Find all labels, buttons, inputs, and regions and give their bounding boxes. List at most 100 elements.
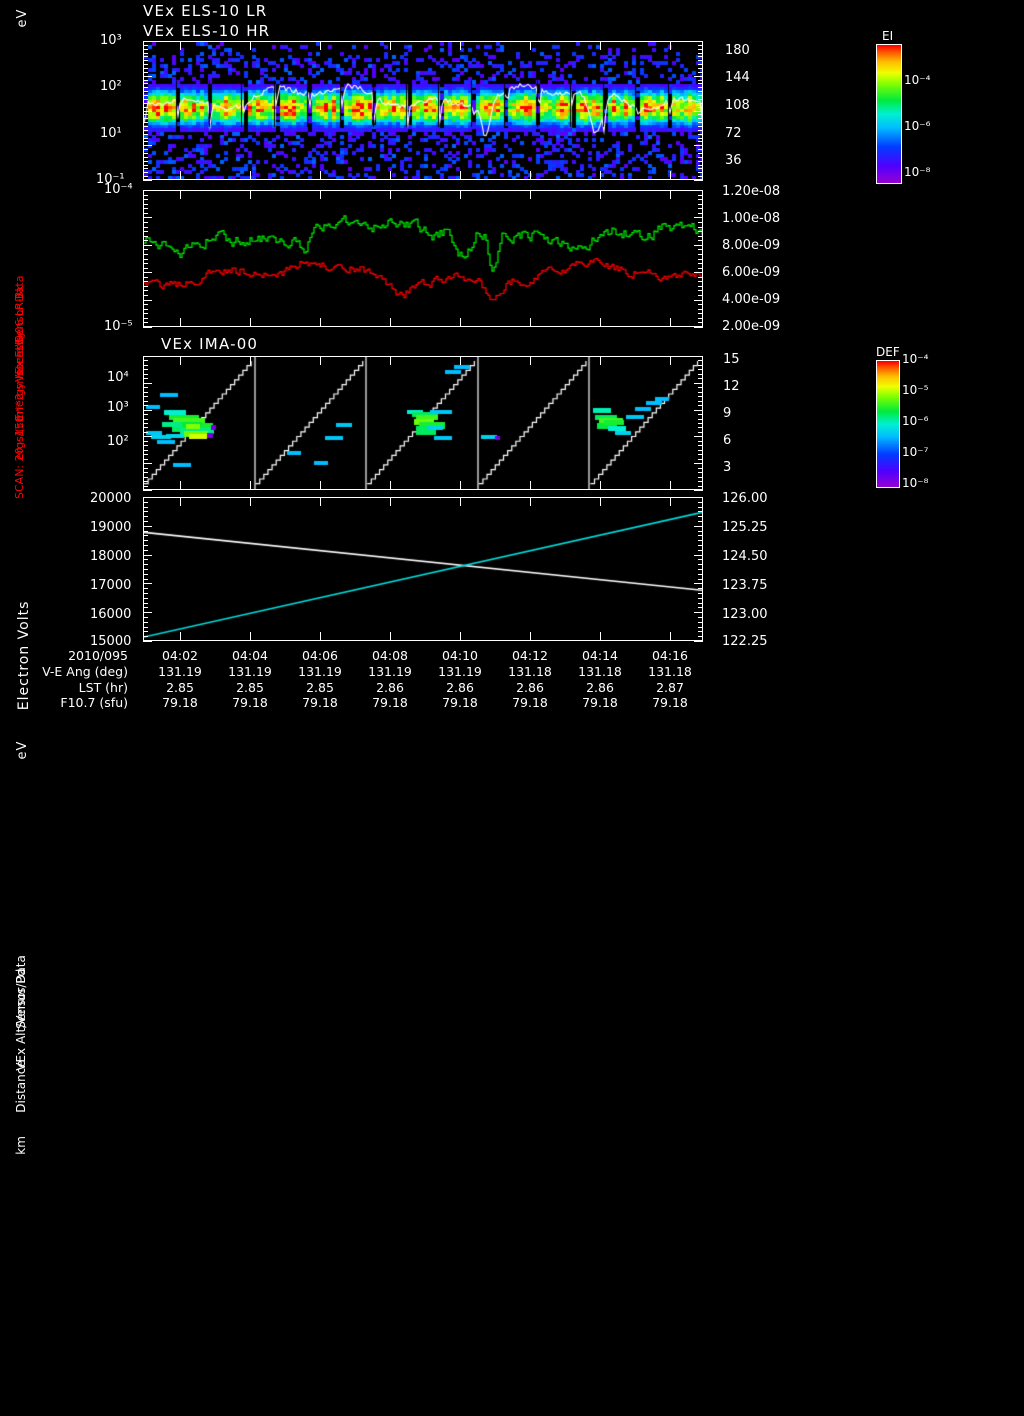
bottom-axis-cell: 131.18: [578, 664, 622, 679]
axis-tick-time-bottom: [600, 632, 601, 640]
axis-tick-right: [698, 432, 703, 433]
axis-tick-right: [698, 222, 703, 223]
axis-tick-time-bottom: [600, 318, 601, 326]
axis-tick-right: [698, 99, 703, 100]
bottom-axis-cell: 79.18: [372, 695, 408, 710]
axis-tick-left: [143, 118, 148, 119]
axis-tick-right: [694, 526, 703, 527]
axis-tick-time-bottom: [320, 171, 321, 179]
axis-tick-right: [694, 410, 703, 411]
axis-tick-left: [143, 111, 152, 112]
axis-tick-right: [698, 374, 703, 375]
axis-tick-right: [698, 199, 703, 200]
axis-tick-time-top: [180, 498, 181, 506]
axis-tick-left: [143, 72, 148, 73]
axis-tick-left: [143, 414, 148, 415]
axis-tick-right: [698, 72, 703, 73]
axis-tick-left: [143, 114, 148, 115]
axis-tick-left: [143, 130, 148, 131]
panel2-right-tick-0: 1.20e-08: [722, 184, 781, 199]
panel3-colorbar-title: DEF: [876, 345, 900, 359]
axis-tick-time-bottom: [460, 171, 461, 179]
panel1-spectrogram: [144, 42, 702, 179]
panel2-right-tick-2: 8.00e-09: [722, 238, 781, 253]
axis-tick-right: [698, 165, 703, 166]
bottom-axis-cell: 131.19: [228, 664, 272, 679]
panel1-colorbar-tick-0: 10⁻⁴: [904, 73, 931, 87]
axis-tick-left: [143, 550, 148, 551]
axis-tick-right: [694, 555, 703, 556]
axis-tick-left: [143, 259, 148, 260]
axis-tick-left: [143, 83, 148, 84]
axis-tick-left: [143, 432, 148, 433]
axis-tick-time-top: [320, 357, 321, 365]
axis-tick-left: [143, 309, 148, 310]
axis-tick-right: [698, 141, 703, 142]
axis-tick-time-top: [460, 42, 461, 50]
axis-tick-right: [698, 53, 703, 54]
axis-tick-left: [143, 268, 148, 269]
axis-tick-right: [698, 157, 703, 158]
axis-tick-left: [143, 468, 148, 469]
axis-tick-left: [143, 254, 148, 255]
panel3-left-tick-0: 10⁴: [107, 370, 129, 385]
panel1-left-tick-1: 10²: [100, 79, 122, 94]
axis-tick-time-top: [530, 191, 531, 199]
axis-tick-right: [698, 360, 703, 361]
panel4-right-tick-4: 123.00: [722, 607, 768, 622]
panel1-right-tick-1: 144: [725, 70, 750, 85]
bottom-axis-cell: 2.85: [306, 680, 334, 695]
axis-tick-time-bottom: [530, 171, 531, 179]
axis-tick-left: [143, 180, 152, 181]
axis-tick-left: [143, 477, 148, 478]
axis-tick-left: [143, 161, 148, 162]
axis-tick-left: [143, 574, 148, 575]
axis-tick-left: [143, 107, 148, 108]
axis-tick-right: [698, 149, 703, 150]
panel2-left-tick-1: 10⁻⁵: [104, 319, 133, 334]
axis-tick-left: [143, 531, 148, 532]
axis-tick-right: [694, 463, 703, 464]
bottom-axis-cell: 79.18: [652, 695, 688, 710]
axis-tick-left: [143, 486, 148, 487]
axis-tick-left: [143, 521, 148, 522]
axis-tick-right: [698, 468, 703, 469]
axis-tick-left: [143, 627, 148, 628]
panel3-spectrogram: [144, 357, 702, 489]
axis-tick-left: [143, 450, 148, 451]
axis-tick-left: [143, 208, 148, 209]
bottom-axis-cell: 04:02: [161, 648, 199, 663]
axis-tick-right: [698, 516, 703, 517]
axis-tick-left: [143, 45, 148, 46]
axis-tick-left: [143, 454, 148, 455]
axis-tick-time-bottom: [180, 318, 181, 326]
axis-tick-left: [143, 593, 148, 594]
axis-tick-right: [698, 419, 703, 420]
bottom-axis-cell: 79.18: [582, 695, 618, 710]
axis-tick-left: [143, 272, 152, 273]
axis-tick-right: [698, 477, 703, 478]
axis-tick-time-bottom: [530, 632, 531, 640]
axis-tick-left: [143, 445, 148, 446]
axis-tick-right: [698, 387, 703, 388]
axis-tick-right: [698, 153, 703, 154]
axis-tick-time-bottom: [530, 481, 531, 489]
panel1-right-tick-2: 108: [725, 98, 750, 113]
axis-tick-right: [698, 486, 703, 487]
panel1-colorbar-title: EI: [882, 29, 894, 43]
axis-tick-time-bottom: [460, 632, 461, 640]
axis-tick-time-top: [390, 357, 391, 365]
axis-tick-right: [698, 313, 703, 314]
axis-tick-left: [143, 526, 152, 527]
axis-tick-right: [694, 145, 703, 146]
axis-tick-right: [698, 622, 703, 623]
axis-tick-right: [698, 168, 703, 169]
bottom-axis-cell: 04:12: [511, 648, 549, 663]
axis-tick-left: [143, 490, 152, 491]
axis-tick-left: [143, 56, 148, 57]
axis-tick-left: [143, 95, 148, 96]
axis-tick-left: [143, 290, 148, 291]
axis-tick-left: [143, 472, 148, 473]
axis-tick-left: [143, 617, 148, 618]
bottom-axis-cell: 79.18: [512, 695, 548, 710]
